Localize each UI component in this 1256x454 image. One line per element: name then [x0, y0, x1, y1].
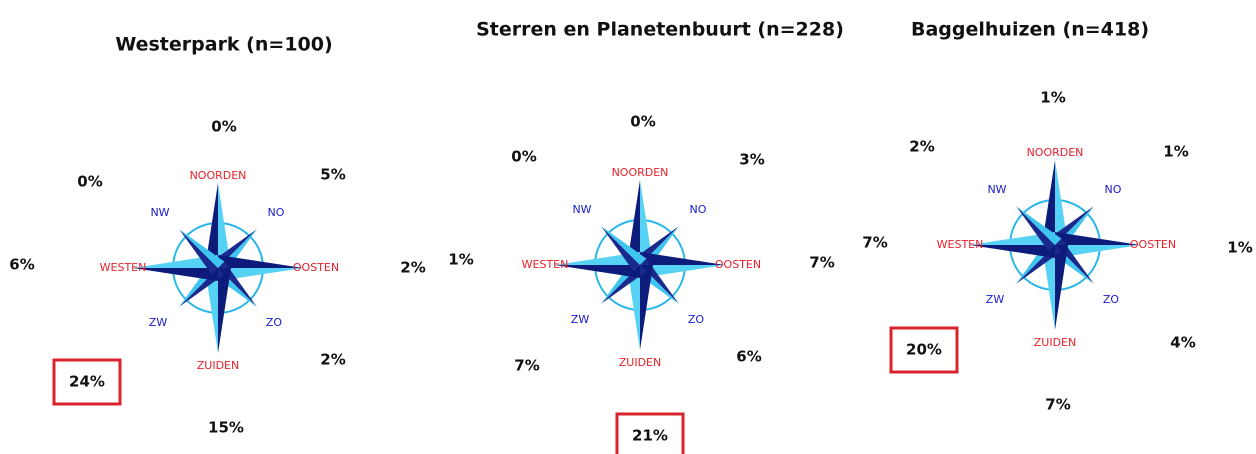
direction-label: OOSTEN	[293, 261, 339, 274]
panel-title: Sterren en Planetenbuurt (n=228)	[476, 19, 844, 41]
direction-label: ZUIDEN	[619, 356, 661, 369]
rose-point	[555, 265, 640, 278]
percentage: 24%	[69, 373, 105, 391]
rose-point	[627, 180, 640, 265]
rose-point	[218, 268, 303, 281]
rose-point	[640, 265, 653, 350]
direction-label: ZUIDEN	[1034, 336, 1076, 349]
percentage: 15%	[208, 419, 244, 437]
rose-point	[205, 183, 218, 268]
percentage: 1%	[1040, 89, 1065, 107]
rose-point	[970, 232, 1055, 245]
percentage: 7%	[862, 234, 887, 252]
direction-label: WESTEN	[937, 238, 984, 251]
direction-label: NOORDEN	[612, 166, 669, 179]
rose-point	[555, 252, 640, 265]
percentage: 0%	[511, 148, 536, 166]
rose-point	[1016, 206, 1055, 252]
direction-label: OOSTEN	[715, 258, 761, 271]
percentage: 2%	[400, 259, 425, 277]
rose-point	[1042, 245, 1055, 330]
direction-label: NW	[987, 183, 1006, 196]
percentage: 0%	[77, 173, 102, 191]
rose-point	[218, 255, 303, 268]
percentage: 0%	[211, 118, 236, 136]
direction-label: ZW	[571, 313, 590, 326]
percentage: 7%	[514, 357, 539, 375]
direction-label: NW	[150, 206, 169, 219]
rose-point	[133, 255, 218, 268]
direction-label: WESTEN	[522, 258, 569, 271]
rose-point	[627, 265, 640, 350]
rose-point	[179, 229, 218, 275]
percentage: 6%	[736, 348, 761, 366]
rose-point	[1042, 160, 1055, 245]
direction-label: NOORDEN	[1027, 146, 1084, 159]
rose-point	[640, 252, 725, 265]
percentage: 1%	[448, 251, 473, 269]
rose-point	[601, 226, 640, 272]
panel-title: Westerpark (n=100)	[115, 34, 332, 56]
percentage: 2%	[320, 351, 345, 369]
rose-point	[601, 226, 647, 265]
percentage: 7%	[809, 254, 834, 272]
rose-point	[218, 268, 231, 353]
direction-label: NW	[572, 203, 591, 216]
rose-point	[970, 245, 1055, 258]
percentage: 21%	[632, 427, 668, 445]
rose-point	[218, 183, 231, 268]
rose-point	[1055, 245, 1068, 330]
highlight-box	[615, 412, 685, 454]
direction-label: ZO	[266, 316, 283, 329]
panel: Baggelhuizen (n=418) NOORDEN NO OOSTEN ZO ZUI…	[862, 19, 1252, 414]
direction-label: ZO	[1103, 293, 1120, 306]
rose-point	[1055, 160, 1068, 245]
percentage: 1%	[1163, 143, 1188, 161]
direction-label: NO	[690, 203, 707, 216]
percentage: 3%	[739, 151, 764, 169]
panel-title: Baggelhuizen (n=418)	[911, 19, 1149, 41]
direction-label: OOSTEN	[1130, 238, 1176, 251]
panel: Westerpark (n=100) NOORDEN NO OOSTEN ZO ZUIDE…	[9, 34, 425, 437]
rose-point	[205, 268, 218, 353]
rose-point	[1016, 206, 1062, 245]
panel: Sterren en Planetenbuurt (n=228) NOORDEN N…	[448, 19, 844, 454]
direction-label: ZO	[688, 313, 705, 326]
direction-label: WESTEN	[100, 261, 147, 274]
percentage: 6%	[9, 256, 34, 274]
rose-point	[179, 229, 225, 268]
percentage: 7%	[1045, 396, 1070, 414]
percentage: 5%	[320, 166, 345, 184]
percentage: 20%	[906, 341, 942, 359]
highlight-box	[52, 358, 122, 406]
highlight-box	[889, 326, 959, 374]
percentage: 2%	[909, 138, 934, 156]
direction-label: NOORDEN	[190, 169, 247, 182]
percentage: 1%	[1227, 239, 1252, 257]
rose-point	[1055, 245, 1140, 258]
rose-point	[640, 180, 653, 265]
rose-point	[640, 265, 725, 278]
percentage: 4%	[1170, 334, 1195, 352]
direction-label: ZUIDEN	[197, 359, 239, 372]
rose-point	[1055, 232, 1140, 245]
percentage: 0%	[630, 113, 655, 131]
direction-label: NO	[268, 206, 285, 219]
direction-label: ZW	[986, 293, 1005, 306]
rose-point	[133, 268, 218, 281]
direction-label: NO	[1105, 183, 1122, 196]
direction-label: ZW	[149, 316, 168, 329]
